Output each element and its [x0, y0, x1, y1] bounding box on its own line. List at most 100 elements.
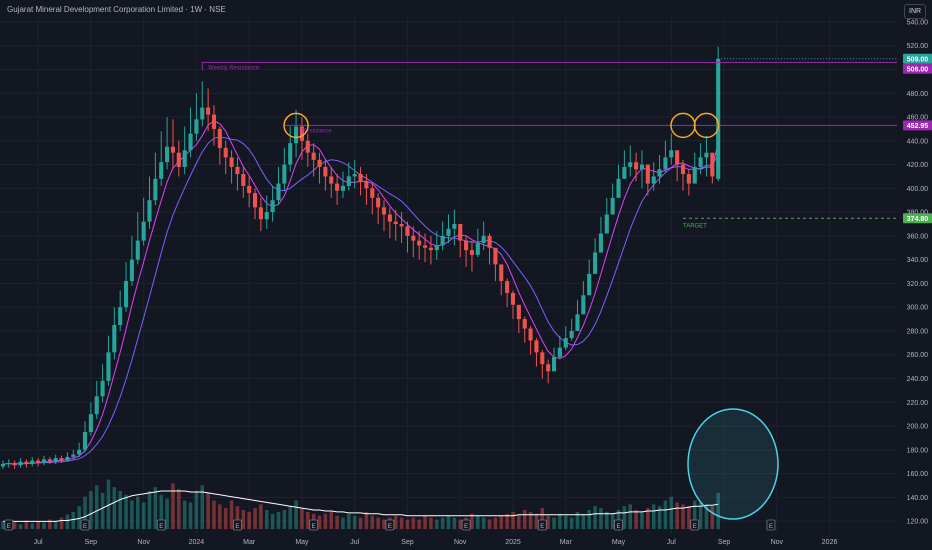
- candle: [65, 452, 70, 462]
- candle-body: [440, 235, 445, 246]
- candle-body: [534, 340, 539, 353]
- candle-body: [247, 185, 252, 194]
- volume-bar: [663, 500, 668, 529]
- candle: [364, 174, 369, 205]
- candle: [141, 197, 146, 246]
- volume-bar: [124, 494, 128, 529]
- candle-body: [657, 169, 662, 177]
- candle: [258, 197, 263, 232]
- volume-bar: [517, 515, 521, 529]
- earnings-marker[interactable]: E: [4, 519, 14, 531]
- earnings-marker-label: E: [540, 524, 544, 530]
- candle-body: [211, 114, 217, 129]
- candle-body: [692, 166, 697, 184]
- earnings-marker-box: [461, 519, 471, 531]
- candle: [516, 304, 521, 334]
- volume-bar: [1, 521, 5, 529]
- candle: [36, 458, 41, 467]
- candle: [675, 150, 680, 182]
- earnings-marker[interactable]: E: [80, 519, 90, 531]
- volume-bar: [42, 522, 46, 529]
- price-tag-label: 509.00: [907, 56, 929, 63]
- earnings-marker[interactable]: E: [385, 519, 395, 531]
- candle: [475, 228, 480, 258]
- candle-body: [399, 223, 404, 227]
- earnings-marker[interactable]: E: [537, 519, 547, 531]
- earnings-marker-label: E: [464, 524, 468, 530]
- volume-bar: [59, 517, 64, 529]
- candle-body: [217, 128, 222, 148]
- candle-body: [12, 462, 17, 466]
- candle-body: [170, 146, 176, 153]
- x-tick-label: Mar: [243, 539, 256, 546]
- chart-title: Gujarat Mineral Development Corporation …: [7, 5, 226, 14]
- candle: [340, 171, 346, 198]
- annotations: Weekly Resistance Resistance TARGET: [208, 65, 779, 520]
- candle-body: [141, 221, 146, 241]
- volume-bar: [188, 502, 193, 529]
- candle-body: [88, 414, 93, 432]
- earnings-marker-box: [614, 519, 623, 531]
- candle: [663, 140, 668, 172]
- volume-bar: [692, 500, 697, 529]
- candle-body: [551, 357, 557, 372]
- candle-body: [422, 245, 428, 248]
- candle-body: [358, 174, 363, 182]
- earnings-marker[interactable]: E: [309, 519, 319, 531]
- candle: [639, 150, 645, 189]
- earnings-marker[interactable]: E: [461, 519, 471, 531]
- volume-bar: [698, 502, 703, 529]
- volume-bar: [212, 500, 216, 529]
- candle: [522, 316, 527, 343]
- volume-bar: [18, 524, 23, 529]
- candle: [235, 157, 240, 191]
- volume-bar: [528, 511, 533, 529]
- candle-body: [340, 185, 346, 191]
- earnings-marker[interactable]: E: [233, 519, 242, 531]
- volume-bar: [53, 521, 58, 529]
- earnings-marker-box: [537, 519, 547, 531]
- y-tick-label: 220.00: [907, 400, 929, 407]
- earnings-marker[interactable]: E: [766, 519, 776, 531]
- candle-body: [698, 157, 703, 167]
- candle-body: [598, 233, 603, 253]
- x-tick-label: Sep: [85, 539, 98, 546]
- candle: [405, 221, 410, 253]
- candle-body: [528, 328, 533, 341]
- volume-bar: [347, 513, 351, 529]
- candle-body: [135, 240, 140, 260]
- candle: [18, 458, 23, 468]
- y-tick-label: 200.00: [907, 424, 929, 431]
- candle: [135, 212, 140, 265]
- currency-button[interactable]: INR: [904, 4, 927, 19]
- candle: [0, 460, 5, 469]
- candle: [30, 456, 35, 467]
- earnings-marker[interactable]: E: [156, 519, 166, 531]
- candle-body: [153, 178, 158, 201]
- candle-body: [165, 146, 170, 163]
- volume-bar: [306, 511, 310, 529]
- candle-body: [294, 126, 299, 144]
- candle: [317, 152, 322, 184]
- candle-body: [716, 58, 721, 179]
- candle: [165, 117, 170, 170]
- candle-body: [41, 459, 47, 463]
- axes: 120.00 140.00 160.00 180.00 200.00 220.00 240.…: [4, 19, 932, 546]
- volume-layer: [1, 479, 720, 529]
- resistance-touch-circle: [693, 112, 720, 139]
- candle: [698, 143, 703, 175]
- earnings-marker[interactable]: E: [690, 519, 700, 531]
- candle: [194, 93, 199, 141]
- candle-body: [669, 150, 674, 158]
- candle-body: [628, 162, 633, 167]
- y-tick-label: 160.00: [907, 471, 929, 478]
- earnings-marker-box: [156, 519, 166, 531]
- volume-bar: [89, 491, 93, 529]
- candle-body: [616, 178, 621, 198]
- candle: [170, 119, 176, 170]
- earnings-marker[interactable]: E: [614, 519, 623, 531]
- volume-bar: [253, 508, 257, 529]
- candle: [147, 176, 152, 229]
- candle-body: [522, 319, 527, 329]
